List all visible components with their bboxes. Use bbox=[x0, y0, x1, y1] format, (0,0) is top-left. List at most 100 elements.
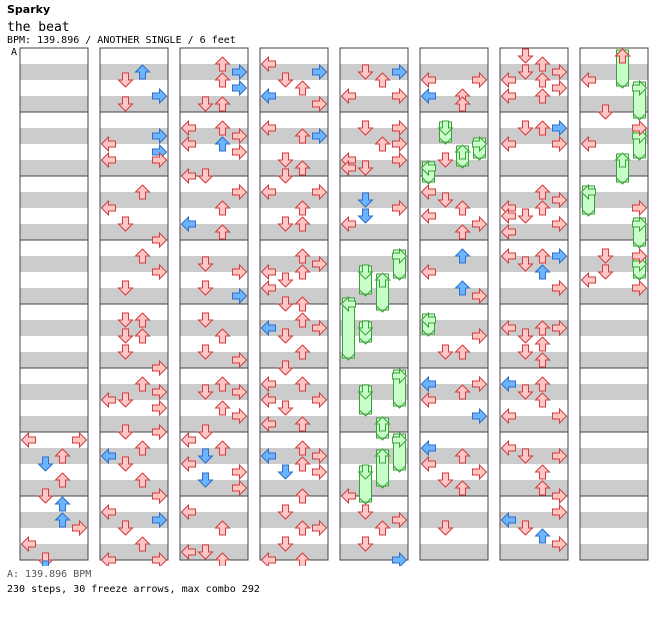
beat-band bbox=[580, 384, 648, 400]
freeze-arrow bbox=[392, 432, 407, 473]
beat-band bbox=[260, 512, 328, 528]
beat-band bbox=[100, 288, 168, 304]
beat-band bbox=[420, 512, 488, 528]
beat-band bbox=[100, 352, 168, 368]
beat-band bbox=[260, 192, 328, 208]
beat-band bbox=[180, 64, 248, 80]
freeze-arrow bbox=[632, 80, 647, 121]
beat-band bbox=[260, 288, 328, 304]
beat-band bbox=[580, 96, 648, 112]
beat-band bbox=[500, 256, 568, 272]
beat-band bbox=[420, 384, 488, 400]
beat-band bbox=[20, 352, 88, 368]
beat-band bbox=[20, 64, 88, 80]
beat-band bbox=[500, 416, 568, 432]
beat-band bbox=[580, 416, 648, 432]
beat-band bbox=[180, 480, 248, 496]
beat-band bbox=[420, 352, 488, 368]
chart-column bbox=[99, 47, 169, 561]
freeze-arrow bbox=[421, 160, 436, 185]
beat-band bbox=[340, 448, 408, 464]
beat-band bbox=[260, 448, 328, 464]
beat-band bbox=[260, 256, 328, 272]
beat-band bbox=[260, 544, 328, 560]
beat-band bbox=[100, 160, 168, 176]
freeze-arrow bbox=[375, 416, 390, 441]
beat-band bbox=[580, 480, 648, 496]
beat-band bbox=[260, 384, 328, 400]
beat-band bbox=[500, 192, 568, 208]
beat-band bbox=[420, 288, 488, 304]
beat-band bbox=[180, 544, 248, 560]
beat-band bbox=[100, 256, 168, 272]
beat-band bbox=[180, 448, 248, 464]
beat-band bbox=[580, 64, 648, 80]
beat-band bbox=[20, 320, 88, 336]
beat-band bbox=[580, 256, 648, 272]
beat-band bbox=[20, 448, 88, 464]
freeze-arrow bbox=[375, 272, 390, 313]
beat-band bbox=[20, 128, 88, 144]
beat-band bbox=[340, 96, 408, 112]
beat-band bbox=[580, 448, 648, 464]
freeze-arrow bbox=[472, 136, 487, 161]
bpm-footer: A: 139.896 BPM bbox=[7, 569, 92, 580]
beat-band bbox=[500, 512, 568, 528]
beat-band bbox=[180, 288, 248, 304]
beat-band bbox=[500, 64, 568, 80]
stats-footer: 230 steps, 30 freeze arrows, max combo 2… bbox=[7, 584, 260, 595]
beat-band bbox=[420, 416, 488, 432]
beat-band bbox=[580, 512, 648, 528]
beat-band bbox=[340, 320, 408, 336]
beat-band bbox=[340, 384, 408, 400]
beat-band bbox=[580, 128, 648, 144]
beat-band bbox=[420, 544, 488, 560]
beat-band bbox=[180, 192, 248, 208]
beat-band bbox=[180, 224, 248, 240]
beat-band bbox=[20, 192, 88, 208]
beat-band bbox=[340, 416, 408, 432]
beat-band bbox=[180, 416, 248, 432]
beat-band bbox=[340, 512, 408, 528]
chart-column bbox=[419, 47, 489, 561]
beat-band bbox=[340, 64, 408, 80]
beat-band bbox=[340, 256, 408, 272]
beat-band bbox=[500, 352, 568, 368]
beat-band bbox=[500, 384, 568, 400]
beat-band bbox=[260, 352, 328, 368]
freeze-arrow bbox=[392, 368, 407, 409]
beat-band bbox=[100, 416, 168, 432]
beat-band bbox=[180, 352, 248, 368]
beat-band bbox=[340, 192, 408, 208]
beat-band bbox=[20, 384, 88, 400]
beat-band bbox=[420, 448, 488, 464]
beat-band bbox=[260, 320, 328, 336]
beat-band bbox=[420, 160, 488, 176]
beat-band bbox=[180, 128, 248, 144]
beat-band bbox=[100, 320, 168, 336]
chart-column bbox=[499, 47, 569, 561]
chart-column bbox=[339, 47, 409, 561]
beat-band bbox=[420, 96, 488, 112]
song-artist: Sparky bbox=[7, 3, 51, 16]
beat-band bbox=[420, 192, 488, 208]
beat-band bbox=[20, 544, 88, 560]
beat-band bbox=[20, 224, 88, 240]
beat-band bbox=[340, 544, 408, 560]
beat-band bbox=[340, 128, 408, 144]
beat-band bbox=[260, 480, 328, 496]
beat-band bbox=[420, 480, 488, 496]
step-chart bbox=[19, 47, 649, 566]
beat-band bbox=[580, 544, 648, 560]
freeze-arrow bbox=[375, 448, 390, 489]
beat-band bbox=[100, 480, 168, 496]
beat-band bbox=[500, 96, 568, 112]
beat-band bbox=[500, 160, 568, 176]
beat-band bbox=[580, 352, 648, 368]
beat-band bbox=[500, 448, 568, 464]
chart-column bbox=[19, 47, 89, 561]
bpm-marker: A bbox=[11, 47, 18, 58]
beat-band bbox=[420, 128, 488, 144]
beat-band bbox=[100, 128, 168, 144]
beat-band bbox=[20, 160, 88, 176]
